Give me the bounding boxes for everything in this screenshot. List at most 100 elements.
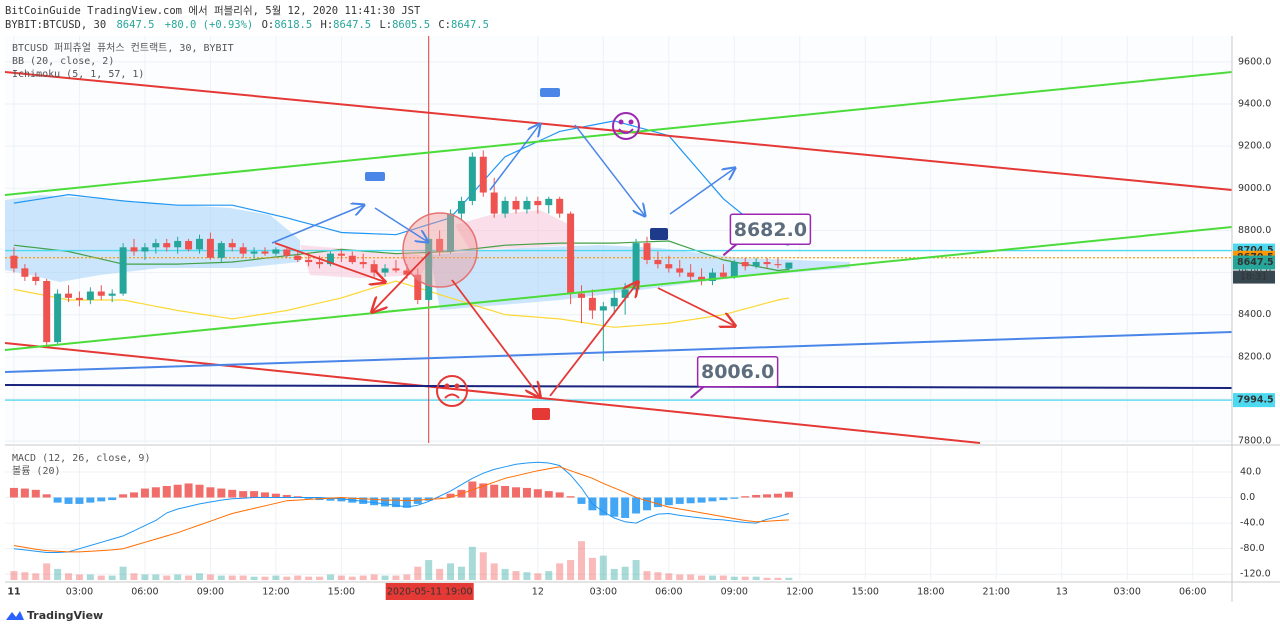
volume-bar [261,576,269,580]
volume-bar [43,563,51,580]
macd-histogram-bar [206,487,215,498]
y-tick-label: 7800.0 [1238,436,1271,447]
candle-body [567,213,575,294]
macd-histogram-bar [697,497,706,503]
volume-bar [381,575,389,580]
macd-histogram-bar [86,497,95,503]
volume-bar [250,576,258,580]
price-tag [1233,393,1275,408]
candle-body [152,243,160,248]
macd-histogram-bar [271,493,280,498]
y-tick-label: -120.0 [1240,569,1271,580]
callout-box [696,355,779,388]
candle-body [523,200,531,210]
candle-body [610,297,618,307]
volume-bar [785,577,793,580]
volume-bar [610,568,618,580]
y-tick-label: 40.0 [1240,466,1261,477]
candle-body [468,156,476,201]
volume-bar [447,563,455,580]
x-tick-label: 03:00 [66,587,93,598]
candle-body [741,262,749,267]
candle-body [698,276,706,282]
volume-bar [403,574,411,580]
volume-bar [457,566,465,580]
volume-bar [174,574,182,580]
price-tag-label: 8704.5 [1237,245,1274,256]
x-tick-label: 03:00 [590,587,617,598]
candle-body [283,249,291,256]
macd-histogram-bar [610,497,619,517]
macd-histogram-bar [20,488,29,498]
volume-bar [414,566,422,580]
macd-histogram-bar [719,497,728,501]
candle-body [436,238,444,252]
volume-bar [185,575,193,580]
macd-histogram-bar [391,497,400,508]
macd-histogram-bar [370,497,379,506]
candle-body [206,238,214,258]
candle-body [632,243,640,290]
volume-bar [512,571,520,580]
macd-histogram-bar [544,491,553,498]
volume-bar [632,560,640,580]
candle-body [556,198,564,214]
volume-bar [556,563,564,580]
volume-bar [316,576,324,580]
macd-histogram-bar [501,486,510,498]
ohlc-value: 8618.5 [274,19,312,31]
candle-body [588,297,596,311]
series-legend: BTCUSD 퍼피츄얼 퓨처스 컨트랙트, 30, BYBIT [12,42,234,54]
volume-bar [687,574,695,580]
volume-bar [643,571,651,580]
macd-histogram-bar [490,484,499,498]
candle-body [512,200,520,210]
macd-histogram-bar [599,497,608,516]
volume-bar [54,568,62,580]
volume-bar [501,568,509,580]
volume-bar [567,560,575,580]
volume-bar [588,557,596,580]
volume-bar [108,575,116,580]
candle-body [381,268,389,273]
y-tick-label: 9000.0 [1238,183,1271,194]
volume-bar [676,574,684,580]
macd-histogram-bar [642,497,651,511]
y-tick-label: 0.0 [1240,492,1255,503]
x-tick-label: 18:00 [917,587,944,598]
macd-histogram-bar [162,486,171,498]
volume-bar [10,571,18,580]
volume-bar [294,575,302,580]
candle-body [578,293,586,298]
macd-histogram-bar [53,497,62,503]
candle-body [43,281,51,343]
candle-body [643,243,651,260]
cursor-tag [385,583,474,600]
x-tick-label: 09:00 [197,587,224,598]
y-tick-label: 8200.0 [1238,351,1271,362]
volume-bar [86,574,94,580]
volume-legend: 볼륨 (20) [12,465,61,477]
candle-body [763,262,771,265]
y-tick-label: 9400.0 [1238,99,1271,110]
x-tick-label: 13 [1056,587,1068,598]
candle-body [719,272,727,277]
macd-legend: MACD (12, 26, close, 9) [12,453,150,464]
x-tick-label: 12:00 [262,587,289,598]
candle-body [752,262,760,267]
macd-histogram-bar [119,494,128,498]
volume-bar [774,577,782,580]
macd-histogram-bar [217,488,226,498]
countdown: 18:31 [1240,272,1267,283]
macd-histogram-bar [566,496,575,498]
volume-bar [206,574,214,580]
macd-histogram-bar [621,497,630,518]
volume-bar [490,563,498,580]
macd-histogram-bar [130,492,139,498]
volume-bar [130,573,138,580]
candle-body [392,268,400,271]
volume-bar [21,572,29,580]
macd-histogram-bar [675,497,684,504]
price-tag [1233,255,1275,270]
x-tick-label: 06:00 [655,587,682,598]
